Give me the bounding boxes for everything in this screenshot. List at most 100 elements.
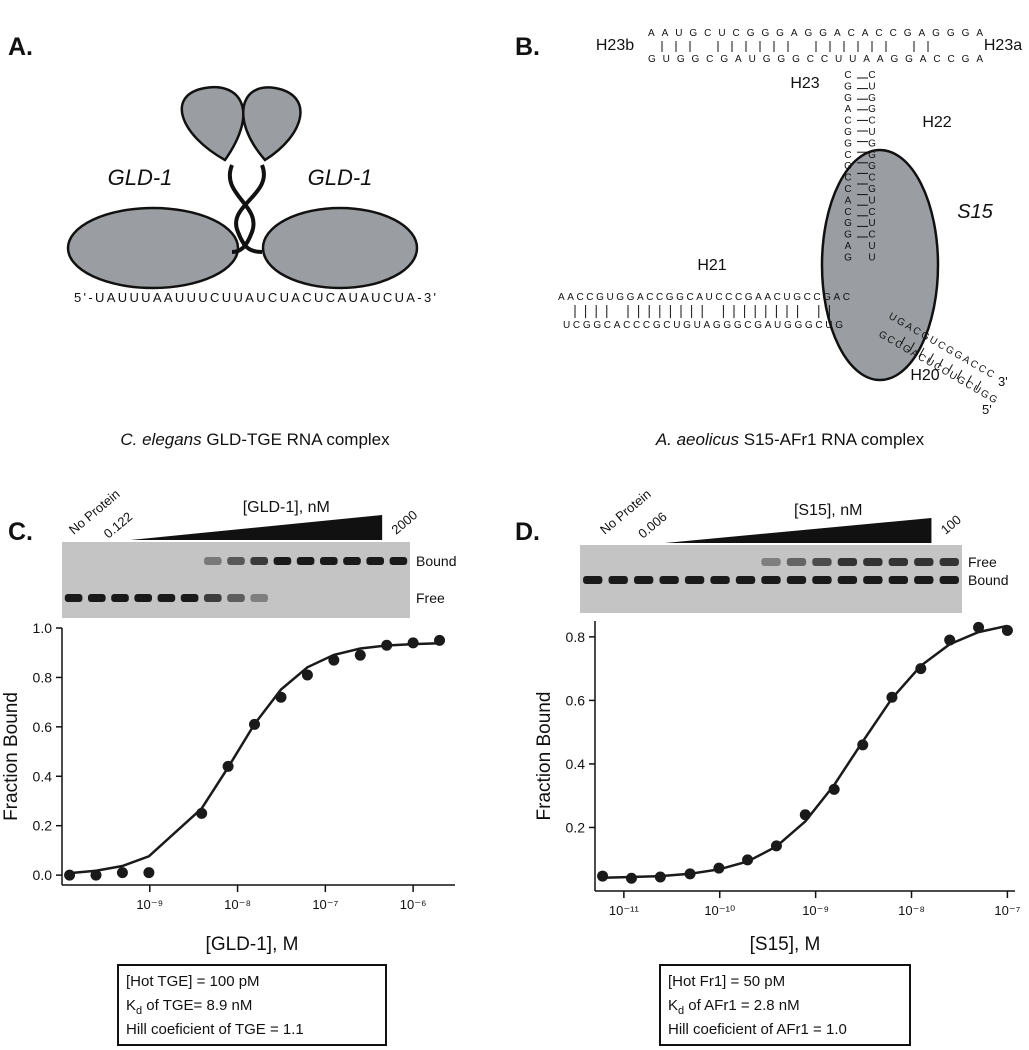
x-tick-label: 10⁻⁹: [802, 903, 829, 918]
y-tick-label: 0.4: [33, 768, 53, 784]
gel-band: [157, 594, 176, 602]
gel-band: [273, 557, 292, 565]
gel-band: [786, 558, 807, 566]
panel-label: C.: [8, 518, 33, 546]
info-text: Hill coeficient of AFr1 = 1.0: [668, 1021, 847, 1038]
info-text: [Hot Fr1] = 50 pM: [668, 973, 785, 990]
data-point: [597, 870, 609, 882]
y-tick-label: 0.4: [566, 756, 586, 772]
protein-domain: [261, 206, 419, 290]
gel-band: [761, 558, 781, 566]
gel-band: [250, 594, 269, 602]
protein-domain: [66, 206, 240, 290]
gel-band: [343, 557, 361, 565]
base-pair: [899, 336, 906, 347]
info-text: of AFr1 = 2.8 nM: [684, 997, 799, 1014]
rna-strand: AACCGUGGACCGGCAUCCCGAACUGCCGAC: [558, 292, 850, 303]
info-line: [Hot Fr1] = 50 pM: [668, 973, 785, 990]
y-axis-label: Fraction Bound: [1, 692, 22, 821]
data-point: [381, 639, 393, 651]
x-tick-label: 10⁻⁷: [994, 903, 1020, 918]
rna-strand: CGGACGGCGCCACGGAG: [843, 70, 854, 264]
helix-label: H23a: [984, 37, 1022, 54]
data-point: [116, 867, 128, 879]
base-pair: [966, 375, 972, 385]
base-pair: [975, 380, 982, 391]
info-subscript: d: [136, 1005, 142, 1017]
data-point: [973, 621, 985, 633]
rna-sequence: 5'-UAUUUAAUUUCUUAUCUACUCAUAUCUA-3': [74, 290, 436, 305]
caption-species: A. aeolicus: [655, 430, 740, 449]
info-line: Hill coeficient of TGE = 1.1: [126, 1021, 304, 1038]
gel-band: [608, 576, 628, 584]
data-point: [770, 840, 782, 852]
caption-species: C. elegans: [120, 430, 202, 449]
y-tick-label: 0.8: [33, 669, 53, 685]
gel-band: [939, 576, 959, 584]
band-label: Bound: [416, 553, 456, 569]
base-pair: [918, 347, 925, 358]
x-tick-label: 10⁻⁷: [312, 897, 338, 912]
protein-label: GLD-1: [108, 165, 173, 190]
gel-band: [227, 594, 245, 602]
data-point: [90, 869, 102, 881]
protein-label: GLD-1: [308, 165, 373, 190]
info-line: Kd of TGE= 8.9 nM: [126, 997, 252, 1017]
gel-band: [583, 576, 603, 584]
base-pair: [956, 369, 963, 380]
x-tick-label: 10⁻¹¹: [609, 903, 640, 918]
info-text: [Hot TGE] = 100 pM: [126, 973, 260, 990]
data-point: [915, 663, 927, 675]
y-tick-label: 0.6: [566, 692, 586, 708]
gel-band: [250, 557, 269, 565]
titration-wedge: [664, 518, 932, 543]
info-line: Hill coeficient of AFr1 = 1.0: [668, 1021, 847, 1038]
data-point: [944, 634, 956, 646]
info-subscript: d: [678, 1005, 684, 1017]
x-tick-label: 10⁻⁶: [400, 897, 427, 912]
fit-curve: [69, 642, 440, 875]
data-point: [222, 760, 234, 772]
gel-band: [735, 576, 756, 584]
gel-band: [64, 594, 83, 602]
lane-label: 100: [938, 512, 964, 537]
gel-band: [111, 594, 129, 602]
x-tick-label: 10⁻⁸: [224, 897, 251, 912]
data-point: [64, 869, 76, 881]
y-axis-label: Fraction Bound: [534, 692, 555, 821]
gel-band: [389, 557, 408, 565]
caption-text: S15-AFr1 RNA complex: [739, 430, 925, 449]
gel-band: [837, 576, 858, 584]
info-text: Hill coeficient of TGE = 1.1: [126, 1021, 304, 1038]
fit-curve: [602, 624, 1008, 879]
data-point: [301, 669, 313, 681]
gel-band: [180, 594, 199, 602]
data-point: [328, 654, 340, 666]
data-point: [625, 872, 637, 884]
gel-band: [863, 558, 883, 566]
base-pair: [909, 342, 915, 352]
data-point: [143, 867, 155, 879]
protein-domain: [241, 86, 302, 162]
y-tick-label: 0.0: [33, 867, 53, 883]
data-point: [434, 634, 446, 646]
gel-band: [786, 576, 807, 584]
caption-text: GLD-TGE RNA complex: [202, 430, 390, 449]
gel-band: [837, 558, 858, 566]
gel-band: [812, 576, 832, 584]
data-point: [1001, 625, 1013, 637]
lane-label: 2000: [388, 507, 420, 537]
info-box: [117, 964, 387, 1046]
data-point: [354, 649, 366, 661]
gel-band: [366, 557, 385, 565]
rna-strand: GUGGCGAUGGGCCUUAAGGACCGA: [648, 54, 983, 65]
titration-label: [GLD-1], nM: [243, 499, 330, 516]
x-axis-label: [S15], M: [750, 934, 821, 955]
gel-band: [888, 576, 909, 584]
helix-label: H23b: [596, 37, 634, 54]
y-tick-label: 0.6: [33, 719, 53, 735]
x-tick-label: 10⁻⁸: [898, 903, 925, 918]
gel-band: [203, 557, 222, 565]
base-pair: [937, 358, 944, 369]
info-text: K: [668, 997, 678, 1014]
